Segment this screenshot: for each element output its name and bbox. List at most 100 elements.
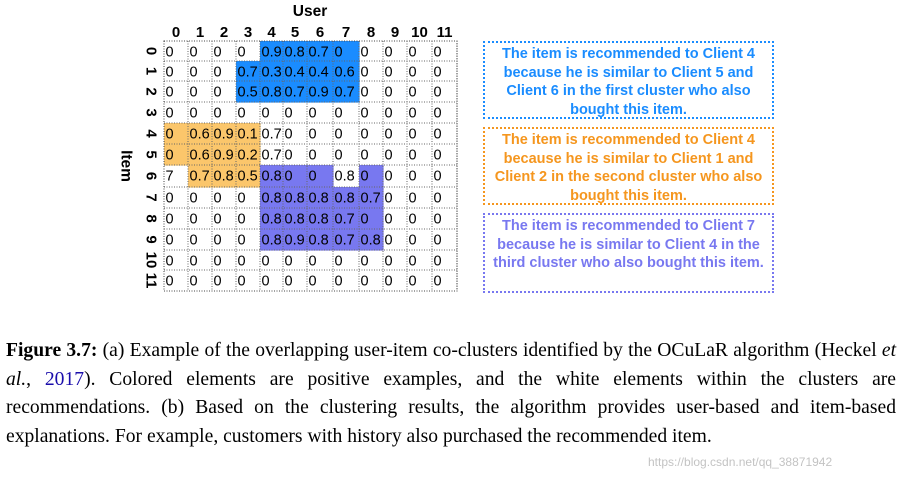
matrix-cell-value: 0 <box>409 148 417 164</box>
user-tick-label: 7 <box>342 24 350 41</box>
matrix-cell-value: 0 <box>214 85 222 101</box>
matrix-cell-value: 0 <box>309 148 317 164</box>
explanation-text-cluster-1: The item is recommended to Client 4 beca… <box>502 46 755 118</box>
matrix-cell-value: 0 <box>385 254 393 270</box>
matrix-cell-value: 0 <box>385 148 393 164</box>
matrix-cell-value: 0 <box>409 169 417 185</box>
matrix-cell-value: 0 <box>166 45 174 61</box>
matrix-cell-value: 0 <box>238 212 246 228</box>
matrix-cell-value: 0 <box>385 106 393 122</box>
caption-italic: et al. <box>6 340 897 390</box>
matrix-cell-value: 0 <box>434 212 442 228</box>
cluster-cell <box>260 187 284 209</box>
matrix-cell-value: 0.7 <box>335 212 355 228</box>
user-tick-label: 2 <box>220 24 228 41</box>
cluster-cell <box>359 229 384 251</box>
caption-citation-link[interactable]: 2017 <box>44 368 85 390</box>
matrix-cell-value: 0 <box>285 148 293 164</box>
matrix-cell-value: 0.8 <box>262 191 282 207</box>
matrix-cell-value: 0.3 <box>262 65 282 81</box>
cluster-cell <box>188 123 213 145</box>
matrix-cell-value: 0.6 <box>335 65 355 81</box>
matrix-cell-value: 0 <box>190 212 198 228</box>
matrix-cell-value: 0.7 <box>285 85 305 101</box>
matrix-cell-value: 0 <box>409 65 417 81</box>
matrix-cell-value: 0.5 <box>238 85 258 101</box>
user-tick-label: 3 <box>244 24 252 41</box>
explanation-box-cluster-1: The item is recommended to Client 4 beca… <box>483 41 774 119</box>
matrix-cell-value: 0 <box>434 106 442 122</box>
cluster-cell <box>260 165 284 188</box>
user-tick-label: 5 <box>291 24 299 41</box>
matrix-cell-value: 0 <box>262 254 270 270</box>
matrix-cell-value: 0 <box>434 45 442 61</box>
matrix-cell-value: 0.7 <box>335 233 355 249</box>
matrix-cell-value: 0 <box>285 254 293 270</box>
matrix-cell-value: 0.8 <box>335 191 355 207</box>
item-tick-label: 8 <box>143 214 160 222</box>
matrix-cell-value: 0 <box>166 274 174 290</box>
matrix-cell-value: 0.9 <box>309 85 329 101</box>
item-tick-label: 7 <box>143 193 160 201</box>
matrix-cell-value: 0 <box>166 254 174 270</box>
matrix-cell-value: 0 <box>361 106 369 122</box>
matrix-cell-value: 0 <box>309 254 317 270</box>
matrix-cell-value: 0 <box>409 274 417 290</box>
matrix-cell-value: 0 <box>361 127 369 143</box>
cluster-cell <box>212 165 237 188</box>
matrix-cell-value: 0 <box>409 127 417 143</box>
cluster-cell <box>333 81 360 103</box>
matrix-cell-value: 0.6 <box>190 148 210 164</box>
matrix-cell-value: 0.8 <box>285 191 305 207</box>
matrix-cell-value: 0 <box>409 106 417 122</box>
matrix-border <box>163 40 458 292</box>
matrix-cell-value: 0 <box>335 127 343 143</box>
matrix-cell-value: 0.7 <box>262 127 282 143</box>
matrix-cell-value: 0 <box>409 85 417 101</box>
matrix-cell-value: 0 <box>309 106 317 122</box>
matrix-cell-value: 0 <box>434 191 442 207</box>
cluster-cell <box>260 81 284 103</box>
item-tick-label: 11 <box>143 273 160 289</box>
cluster-cell <box>212 123 237 145</box>
matrix-cell-value: 0.7 <box>262 148 282 164</box>
matrix-cell-value: 0.8 <box>309 233 329 249</box>
matrix-cell-value: 0 <box>190 254 198 270</box>
matrix-cell-value: 0 <box>361 254 369 270</box>
matrix-cell-value: 0 <box>361 65 369 81</box>
matrix-cell-value: 0.8 <box>335 169 355 185</box>
matrix-cell-value: 0 <box>434 254 442 270</box>
cluster-cell <box>236 144 261 166</box>
cluster-cell <box>307 41 334 62</box>
figure-caption: Figure 3.7: (a) Example of the overlappi… <box>6 337 896 452</box>
matrix-cell-value: 0 <box>335 274 343 290</box>
user-tick-label: 9 <box>391 24 399 41</box>
cluster-cell <box>283 81 308 103</box>
item-tick-label: 2 <box>143 87 160 95</box>
matrix-cell-value: 0 <box>409 233 417 249</box>
user-tick-label: 0 <box>172 24 180 41</box>
matrix-cell-value: 0 <box>309 169 317 185</box>
matrix-cell-value: 0 <box>434 233 442 249</box>
matrix-cell-value: 0 <box>238 106 246 122</box>
matrix-cell-value: 0 <box>309 127 317 143</box>
matrix-cell-value: 0 <box>214 45 222 61</box>
matrix-cell-value: 0 <box>385 45 393 61</box>
cluster-cell <box>307 81 334 103</box>
cluster-cell <box>212 144 237 166</box>
cluster-cell <box>283 187 308 209</box>
matrix-cell-value: 0 <box>385 212 393 228</box>
cluster-cell <box>236 81 261 103</box>
matrix-cell-value: 0 <box>385 169 393 185</box>
cluster-cell <box>307 61 334 82</box>
matrix-cell-value: 0 <box>361 148 369 164</box>
matrix-cell-value: 0 <box>166 233 174 249</box>
matrix-cell-value: 0.1 <box>238 127 258 143</box>
cluster-cell <box>359 187 384 209</box>
matrix-cell-value: 0 <box>166 85 174 101</box>
cluster-cell <box>236 165 261 188</box>
matrix-cell-value: 0 <box>285 106 293 122</box>
matrix-cell-value: 0 <box>214 254 222 270</box>
user-item-matrix: 0 0 0 0 0.9 0.8 0.7 0 0 0 0 00 0 0 0.7 0.3 0.4 0.4 0.6 0 0 0 0… <box>118 3 458 292</box>
matrix-cell-value: 0.7 <box>238 65 258 81</box>
